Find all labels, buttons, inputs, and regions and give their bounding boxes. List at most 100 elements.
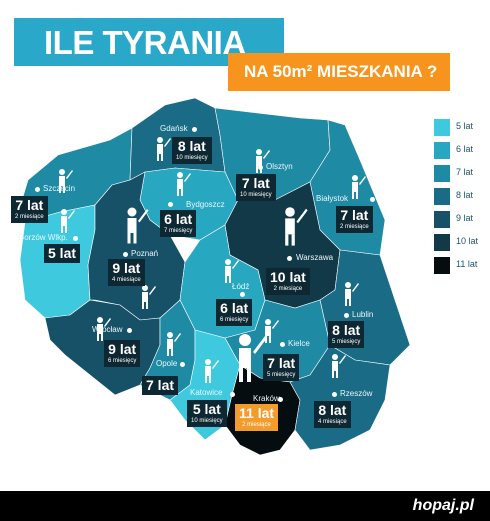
badge-months: 6 miesięcy [108,358,137,364]
worker-icon [265,319,279,343]
worker-icon [97,317,111,341]
page-title: ILE TYRANIA [44,24,246,61]
badge-szczecin: 7 lat 2 miesiące [11,196,48,223]
badge-kielce: 7 lat 5 miesięcy [263,354,300,381]
legend-label: 6 lat [456,144,474,154]
worker-icon [142,285,156,309]
city-label-gdansk: Gdańsk [160,124,188,133]
badge-years: 7 lat [15,197,44,213]
city-dot-krakow [278,397,283,402]
badge-months: 5 miesięcy [332,339,361,345]
legend-label: 10 lat [456,236,479,246]
badge-years: 7 lat [146,377,175,393]
footer-bar [0,491,490,521]
badge-years: 7 lat [340,207,369,223]
legend-label: 11 lat [456,259,478,269]
legend-swatch [434,234,450,251]
legend-swatch [434,119,450,136]
worker-icon [205,359,219,383]
city-label-rzeszow: Rzeszów [340,389,373,398]
city-dot-warszawa [287,256,292,261]
badge-krakow: 11 lat 2 miesiące [235,404,279,431]
city-label-olsztyn: Olsztyn [266,162,293,171]
city-dot-bydgoszcz [168,202,173,207]
worker-icon [61,209,75,233]
city-label-krakow: Kraków [253,394,280,403]
badge-years: 8 lat [332,322,361,338]
badge-years: 5 lat [192,401,221,417]
badge-months: 6 miesięcy [220,317,249,323]
worker-icon [127,207,149,244]
worker-icon [157,137,171,161]
badge-years: 11 lat [239,405,275,421]
badge-months: 7 miesięcy [164,228,193,234]
worker-icon [332,354,346,378]
badge-years: 9 lat [112,260,141,276]
worker-icon [285,207,308,246]
city-dot-olsztyn [258,165,263,170]
subtitle-banner [228,53,450,91]
badge-years: 9 lat [108,341,137,357]
badge-opole: 7 lat [142,376,179,395]
city-label-opole: Opole [156,359,178,368]
badge-months: 10 miesięcy [176,155,208,161]
badge-katowice: 5 lat 10 miesięcy [187,400,227,427]
city-dot-gdansk [192,127,197,132]
badge-years: 8 lat [177,138,206,154]
badge-months: 2 miesiące [273,286,303,292]
badge-years: 7 lat [241,175,270,191]
city-label-kielce: Kielce [288,339,310,348]
badge-gdansk: 8 lat 10 miesięcy [172,137,212,164]
badge-gorzow: 5 lat [44,244,81,263]
worker-icon [59,169,73,193]
badge-lublin: 8 lat 5 miesięcy [328,321,365,348]
city-dot-bialystok [370,197,375,202]
badge-years: 8 lat [318,402,347,418]
badge-years: 5 lat [48,245,77,261]
city-dot-lublin [344,313,349,318]
badge-bydgoszcz: 6 lat 7 miesięcy [160,210,197,237]
city-label-lodz: Łódź [232,282,250,291]
legend-label: 5 lat [456,121,474,131]
legend-label: 7 lat [456,167,474,177]
worker-icon [345,282,359,306]
worker-icon [352,175,366,199]
badge-months: 4 miesiące [112,277,141,283]
city-dot-lodz [240,292,245,297]
legend-swatch [434,188,450,205]
city-dot-szczecin [35,187,40,192]
city-dot-katowice [230,392,235,397]
badge-months: 10 miesięcy [240,192,272,198]
badge-wroclaw: 9 lat 6 miesięcy [104,340,141,367]
city-dot-kielce [280,342,285,347]
city-dot-rzeszow [332,392,337,397]
page-subtitle: NA 50m² MIESZKANIA ? [244,62,438,81]
badge-lodz: 6 lat 6 miesięcy [216,299,253,326]
city-label-gorzow: Gorzów Wlkp. [18,233,68,242]
badge-months: 2 miesiące [340,224,369,230]
badge-years: 10 lat [270,269,306,285]
city-dot-gorzow [73,236,78,241]
badge-months: 4 miesiące [318,419,347,425]
badge-poznan: 9 lat 4 miesiące [108,259,145,286]
badge-years: 6 lat [220,300,249,316]
city-label-warszawa: Warszawa [296,253,334,262]
city-label-lublin: Lublin [352,310,374,319]
city-label-poznan: Poznań [131,249,159,258]
badge-months: 10 miesięcy [191,418,223,424]
brand-logo[interactable]: hopaj.pl [412,497,474,514]
badge-years: 7 lat [267,355,296,371]
legend-swatch [434,257,450,274]
city-dot-wroclaw [127,328,132,333]
legend-swatch [434,142,450,159]
legend-swatch [434,165,450,182]
legend-label: 8 lat [456,190,474,200]
worker-icon [225,259,239,283]
city-label-bydgoszcz: Bydgoszcz [186,200,225,209]
badge-months: 5 miesięcy [267,372,296,378]
badge-years: 6 lat [164,211,193,227]
badge-olsztyn: 7 lat 10 miesięcy [236,174,276,201]
legend-swatch [434,211,450,228]
city-dot-opole [180,362,185,367]
city-label-szczecin: Szczecin [43,184,76,193]
